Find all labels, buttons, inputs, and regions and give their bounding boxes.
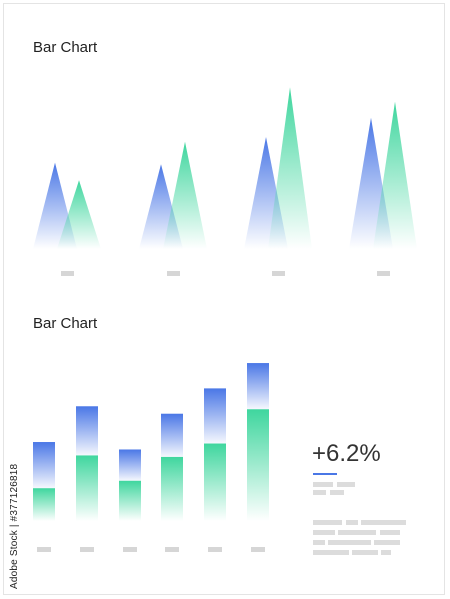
text-placeholder-line <box>374 540 400 545</box>
x-tick-label <box>61 271 74 276</box>
text-placeholder-line <box>313 540 325 545</box>
bar-segment-blue <box>119 449 141 481</box>
bar-segment-blue <box>33 442 55 489</box>
text-placeholder-line <box>313 530 335 535</box>
text-placeholder-line <box>313 520 342 525</box>
kpi-caption-line <box>330 490 344 495</box>
text-placeholder-line <box>361 520 406 525</box>
triangle-bar <box>163 141 207 249</box>
text-placeholder-line <box>381 550 391 555</box>
stock-credit: Adobe Stock | #377126818 <box>9 463 20 589</box>
bar-segment-blue <box>161 413 183 457</box>
x-tick-label <box>208 547 222 552</box>
kpi-underline <box>313 473 337 475</box>
kpi-value: +6.2% <box>312 440 381 467</box>
triangle-bar <box>268 87 312 250</box>
bar-segment-green <box>204 443 226 521</box>
bar-segment-blue <box>247 363 269 410</box>
text-placeholder-line <box>313 550 349 555</box>
bar-segment-blue <box>76 406 98 456</box>
x-tick-label <box>165 547 179 552</box>
x-tick-label <box>123 547 137 552</box>
x-tick-label <box>37 547 51 552</box>
chart-title-stacked: Bar Chart <box>33 315 98 332</box>
bar-segment-green <box>76 455 98 521</box>
text-placeholder-line <box>338 530 376 535</box>
text-placeholder-line <box>346 520 358 525</box>
bar-segment-green <box>33 488 55 521</box>
x-tick-label <box>167 271 180 276</box>
x-tick-label <box>272 271 285 276</box>
bar-segment-green <box>119 480 141 521</box>
text-placeholder-line <box>352 550 378 555</box>
text-placeholder-line <box>328 540 371 545</box>
kpi-caption-line <box>313 490 326 495</box>
triangle-bar <box>57 180 101 249</box>
x-tick-label <box>251 547 265 552</box>
bar-segment-green <box>247 409 269 521</box>
triangle-bar <box>373 101 417 249</box>
text-placeholder-line <box>380 530 400 535</box>
bar-segment-green <box>161 456 183 521</box>
kpi-caption-line <box>313 482 333 487</box>
kpi-caption-line <box>337 482 355 487</box>
chart-title-triangle: Bar Chart <box>33 39 98 56</box>
x-tick-label <box>80 547 94 552</box>
x-tick-label <box>377 271 390 276</box>
bar-segment-blue <box>204 388 226 444</box>
